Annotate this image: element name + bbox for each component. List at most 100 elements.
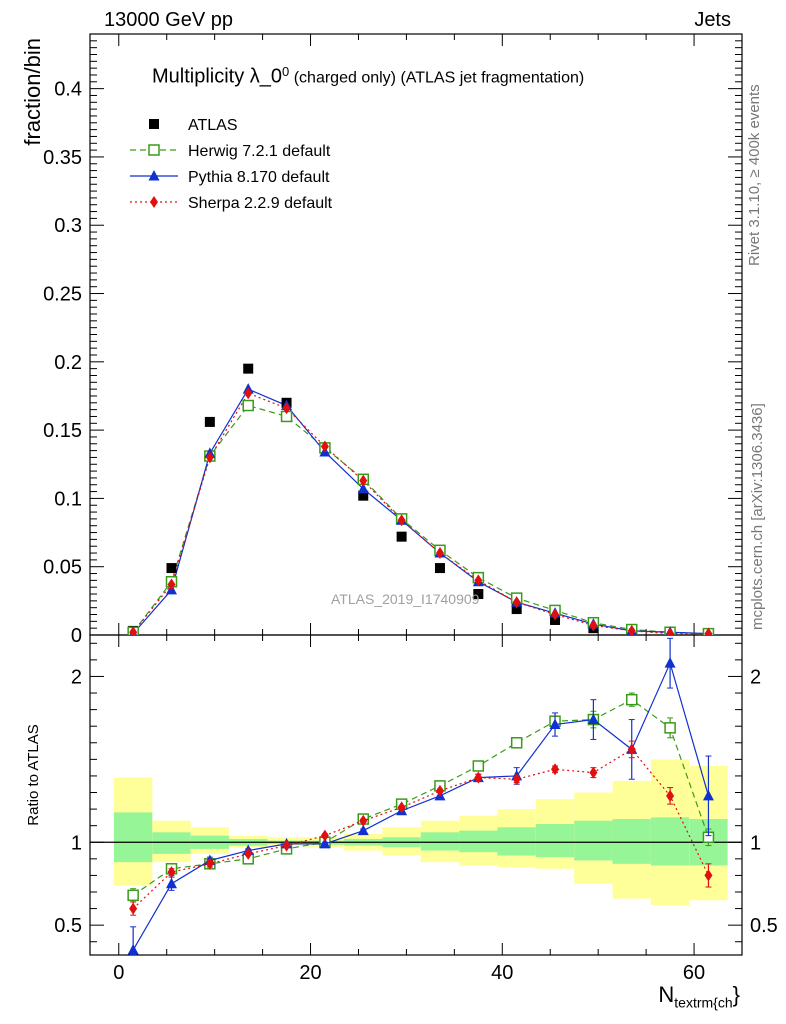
- ratio-point-3-1: [167, 866, 176, 879]
- legend-label-2: Pythia 8.170 default: [188, 169, 330, 186]
- ratio-point-1-10: [510, 737, 523, 749]
- ratio-point-2-11: [549, 718, 561, 730]
- title-small: (charged only) (ATLAS jet fragmentation): [289, 69, 585, 87]
- main-y-tick-label-8: 0.4: [54, 79, 82, 101]
- main-point-3-3: [244, 387, 253, 400]
- main-point-0-8: [434, 563, 445, 574]
- title-main: Multiplicity λ_0: [152, 65, 283, 88]
- x-axis-label: Ntextrm{ch}: [658, 982, 740, 1010]
- main-point-0-9: [473, 589, 484, 600]
- ratio-point-2-0: [127, 944, 139, 955]
- legend-label-1: Herwig 7.2.1 default: [188, 143, 331, 160]
- main-point-3-6: [359, 474, 368, 487]
- chart-title: Multiplicity λ_00 (charged only) (ATLAS …: [152, 64, 584, 88]
- main-point-1-3: [242, 399, 254, 412]
- main-y-axis-label: fraction/bin: [20, 38, 45, 146]
- ratio-line-1: [132, 698, 710, 896]
- ratio-point-3-3: [244, 847, 253, 860]
- title-sup: 0: [282, 64, 290, 79]
- ratio-point-3-14: [666, 789, 675, 802]
- x-label-main: N: [658, 982, 675, 1007]
- main-point-0-3: [243, 363, 254, 374]
- ratio-point-3-6: [359, 814, 368, 827]
- main-point-3-8: [435, 547, 444, 560]
- main-y-tick-label-6: 0.3: [54, 215, 82, 237]
- ratio-point-3-9: [474, 771, 483, 784]
- ratio-point-1-14: [664, 722, 676, 734]
- ratio-point-3-7: [397, 801, 406, 814]
- rivet-label: Rivet 3.1.10, ≥ 400k events: [746, 84, 763, 266]
- ratio-point-3-5: [320, 829, 329, 842]
- green-band-13: [612, 819, 651, 864]
- main-point-3-5: [320, 440, 329, 453]
- ratio-point-1-13: [625, 693, 638, 706]
- main-point-0-1: [166, 563, 177, 574]
- ratio-point-3-8: [435, 784, 444, 797]
- ratio-point-3-11: [551, 763, 560, 776]
- legend-marker-1: [148, 144, 160, 156]
- legend-label-0: ATLAS: [188, 117, 238, 134]
- ratio-point-3-13: [627, 743, 636, 756]
- main-point-3-4: [282, 402, 291, 415]
- main-y-tick-label-2: 0.1: [54, 488, 82, 510]
- main-line-1: [132, 404, 709, 635]
- ratio-y-tick-label-r-0: 0.5: [750, 915, 778, 937]
- main-y-tick-label-0: 0: [71, 625, 82, 647]
- ratio-y-tick-label-0: 0.5: [54, 915, 82, 937]
- header-left: 13000 GeV pp: [104, 9, 233, 31]
- x-tick-label-0: 0: [113, 962, 124, 984]
- main-point-3-12: [589, 619, 598, 632]
- green-band-0: [113, 812, 153, 863]
- green-band-12: [574, 820, 613, 861]
- main-point-0-7: [396, 531, 407, 542]
- main-y-tick-label-1: 0.05: [43, 557, 82, 579]
- ratio-point-2-6: [357, 824, 369, 836]
- header-right: Jets: [694, 9, 731, 31]
- ratio-point-2-5: [319, 837, 331, 849]
- main-y-tick-label-3: 0.15: [43, 420, 82, 442]
- main-y-tick-label-5: 0.25: [43, 284, 82, 306]
- ratio-point-3-0: [129, 902, 138, 915]
- green-band-8: [420, 832, 460, 851]
- main-point-0-2: [204, 416, 215, 427]
- green-band-14: [650, 817, 690, 866]
- x-tick-label-1: 20: [299, 962, 321, 984]
- main-y-tick-label-7: 0.35: [43, 147, 82, 169]
- legend-marker-0: [149, 119, 159, 129]
- main-y-tick-label-4: 0.2: [54, 352, 82, 374]
- ratio-point-2-12: [587, 713, 599, 725]
- ratio-series: [127, 637, 715, 955]
- main-point-3-2: [205, 451, 214, 464]
- ratio-point-2-14: [664, 657, 676, 668]
- x-label-sub: textrm{ch: [674, 994, 733, 1011]
- main-point-3-1: [167, 578, 176, 591]
- ratio-point-3-4: [282, 839, 291, 852]
- ratio-y-tick-label-1: 1: [71, 832, 82, 854]
- main-point-3-9: [474, 574, 483, 587]
- main-point-0-10: [511, 604, 522, 615]
- ratio-point-3-10: [512, 773, 521, 786]
- main-line-3: [132, 392, 709, 635]
- main-point-3-13: [627, 624, 636, 635]
- watermark: ATLAS_2019_I1740909: [331, 591, 480, 607]
- ratio-point-1-9: [472, 760, 485, 772]
- ratio-line-3: [132, 748, 709, 910]
- ratio-bands: [90, 759, 742, 906]
- ratio-line-2: [132, 661, 710, 951]
- ratio-y-tick-label-2: 2: [71, 666, 82, 688]
- main-point-3-7: [397, 514, 406, 527]
- mcplots-label: mcplots.cern.ch [arXiv:1306.3436]: [749, 403, 766, 630]
- green-band-10: [497, 827, 536, 856]
- ratio-point-2-1: [166, 877, 177, 889]
- main-point-3-15: [704, 627, 713, 635]
- ratio-y-tick-label-r-2: 2: [750, 666, 761, 688]
- legend-marker-2: [148, 170, 160, 181]
- main-point-3-10: [512, 596, 521, 609]
- ratio-point-3-15: [704, 869, 713, 882]
- main-point-0-6: [358, 490, 369, 501]
- ratio-point-1-0: [127, 889, 139, 902]
- legend-marker-3: [150, 196, 158, 208]
- legend: ATLAS Herwig 7.2.1 default Pythia 8.170 de…: [130, 117, 333, 212]
- x-tick-label-3: 60: [683, 962, 705, 984]
